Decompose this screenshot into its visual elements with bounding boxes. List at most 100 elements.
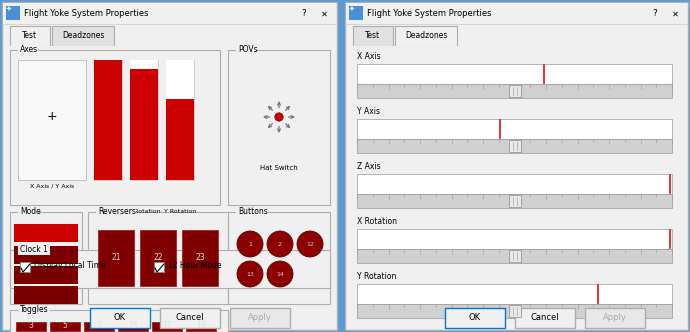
Bar — [230, 308, 290, 328]
Bar — [88, 212, 228, 304]
Bar — [515, 308, 575, 328]
Text: ?: ? — [301, 10, 306, 19]
Text: ✦: ✦ — [349, 6, 355, 12]
Text: 7: 7 — [97, 321, 101, 330]
Text: Clock 1: Clock 1 — [20, 245, 48, 255]
Bar — [346, 3, 687, 23]
Bar — [96, 207, 136, 217]
Circle shape — [275, 113, 283, 121]
Bar — [509, 250, 520, 262]
Bar — [182, 230, 218, 286]
Text: Apply: Apply — [603, 313, 627, 322]
Bar — [166, 99, 194, 180]
Text: X Axis: X Axis — [357, 52, 381, 61]
Text: OK: OK — [469, 313, 481, 322]
Bar — [395, 26, 457, 46]
Bar — [357, 119, 672, 139]
Text: Cancel: Cancel — [531, 313, 560, 322]
Bar — [18, 305, 50, 315]
Bar — [357, 139, 672, 153]
Bar — [18, 207, 38, 217]
Text: X Rotation: X Rotation — [128, 209, 160, 214]
Text: Axes: Axes — [20, 45, 38, 54]
Bar — [186, 322, 216, 331]
Bar — [10, 50, 220, 205]
Bar — [509, 140, 520, 152]
Text: 12: 12 — [306, 241, 314, 246]
Bar — [509, 305, 520, 317]
Text: 22: 22 — [153, 254, 163, 263]
Bar — [228, 212, 330, 304]
Text: 23: 23 — [195, 254, 205, 263]
Text: ✦: ✦ — [6, 6, 12, 12]
Text: 17: 17 — [162, 321, 172, 330]
Text: +: + — [47, 110, 57, 123]
Bar — [357, 304, 672, 318]
Bar — [160, 308, 220, 328]
Bar — [130, 60, 158, 69]
Bar — [152, 322, 182, 331]
Bar — [357, 249, 672, 263]
Text: X Axis / Y Axis: X Axis / Y Axis — [30, 184, 74, 189]
Bar — [357, 194, 672, 208]
Bar — [16, 322, 46, 331]
Bar — [236, 45, 256, 55]
Bar — [14, 246, 78, 264]
Bar — [84, 322, 114, 331]
Text: 15: 15 — [128, 321, 138, 330]
Bar — [228, 50, 330, 205]
Text: Z Axis: Z Axis — [357, 162, 381, 171]
Circle shape — [267, 261, 293, 287]
Bar — [90, 308, 150, 328]
Text: Y Rotation: Y Rotation — [357, 272, 396, 281]
Bar — [10, 26, 50, 46]
Text: 2: 2 — [278, 241, 282, 246]
Text: Buttons: Buttons — [238, 208, 268, 216]
Bar — [236, 207, 268, 217]
Text: 12 Hour Mode: 12 Hour Mode — [168, 262, 221, 271]
Text: ✕: ✕ — [321, 10, 328, 19]
Bar — [3, 3, 336, 23]
Text: Deadzones: Deadzones — [62, 32, 104, 41]
Bar — [130, 60, 158, 180]
Bar — [14, 266, 78, 284]
Bar — [14, 224, 78, 242]
Bar — [50, 322, 80, 331]
Bar — [6, 6, 20, 20]
Bar — [20, 262, 30, 272]
Text: Z Axis: Z Axis — [99, 209, 117, 214]
Text: 14: 14 — [276, 272, 284, 277]
Text: Test: Test — [23, 32, 37, 41]
Bar — [10, 212, 82, 304]
Text: 21: 21 — [111, 254, 121, 263]
Circle shape — [237, 261, 263, 287]
Text: Hat Switch: Hat Switch — [260, 165, 298, 171]
Text: 13: 13 — [246, 272, 254, 277]
Bar — [154, 262, 164, 272]
Bar — [10, 250, 330, 288]
Text: 5: 5 — [63, 321, 68, 330]
Bar — [118, 322, 148, 331]
Bar — [585, 308, 645, 328]
Bar — [166, 60, 194, 99]
Text: Cancel: Cancel — [176, 313, 204, 322]
Text: 3: 3 — [28, 321, 33, 330]
Text: Deadzones: Deadzones — [405, 32, 447, 41]
Bar — [357, 229, 672, 249]
Bar — [349, 6, 363, 20]
Bar — [18, 60, 86, 180]
Circle shape — [237, 231, 263, 257]
Bar — [345, 2, 688, 330]
Text: Y Rotation: Y Rotation — [164, 209, 196, 214]
Bar — [18, 245, 50, 255]
Text: Y Axis: Y Axis — [357, 107, 380, 116]
Bar — [14, 286, 78, 304]
Bar — [357, 64, 672, 84]
Bar — [166, 60, 194, 180]
Circle shape — [297, 231, 323, 257]
Bar — [10, 310, 228, 332]
Text: Reversers: Reversers — [98, 208, 136, 216]
Bar — [445, 308, 505, 328]
Bar — [130, 69, 158, 180]
Text: Flight Yoke System Properties: Flight Yoke System Properties — [24, 10, 148, 19]
